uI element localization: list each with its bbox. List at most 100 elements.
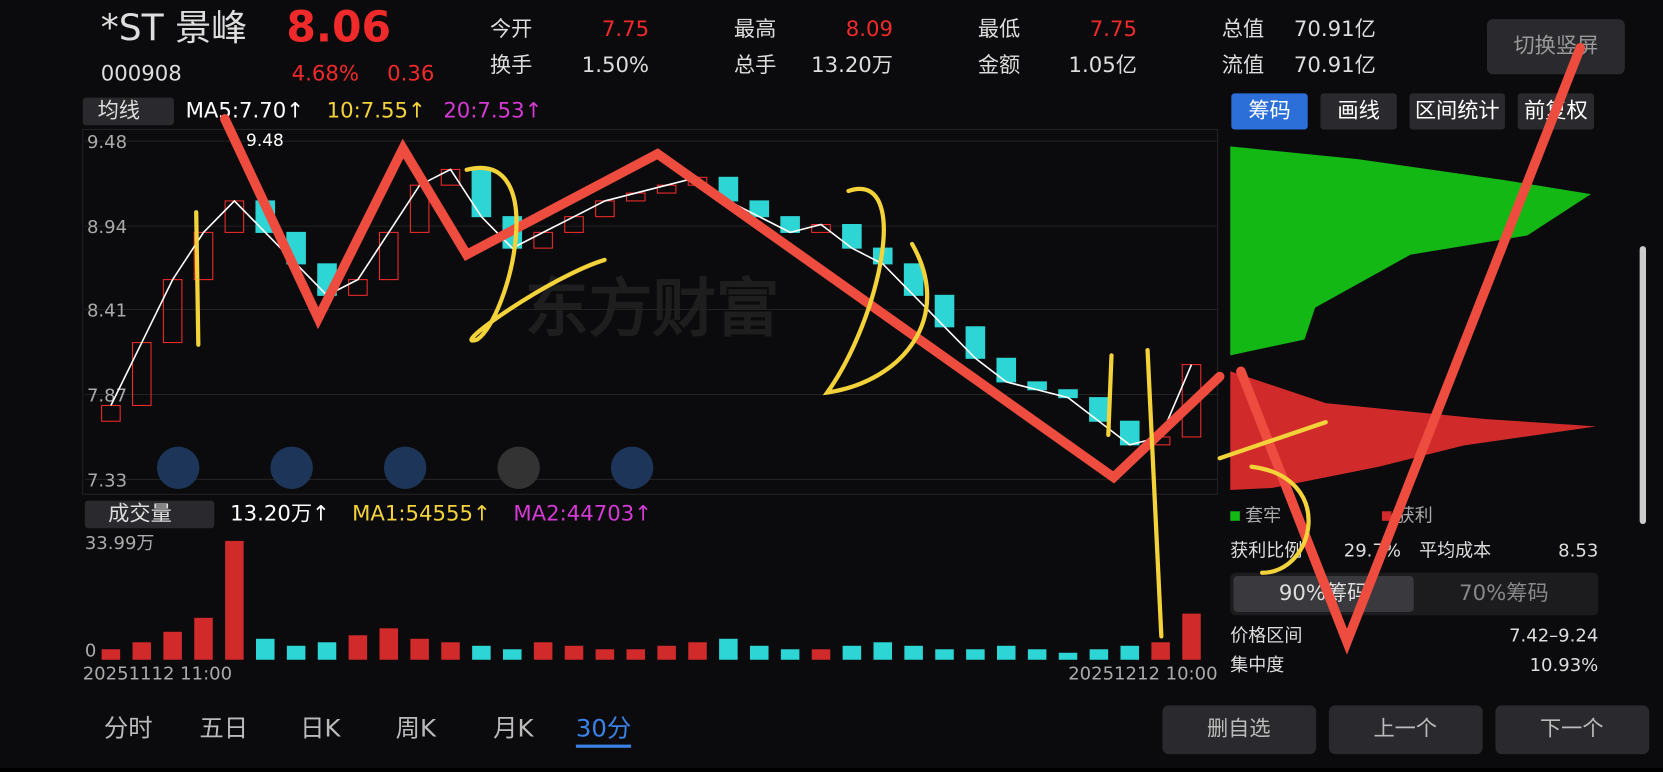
volume-bar	[1058, 652, 1078, 660]
quote-value: 8.09	[846, 17, 893, 42]
volume-bar	[966, 649, 985, 660]
rotate-label: 切换竖屏	[1513, 34, 1598, 59]
volume-bar	[996, 645, 1016, 660]
conc-label: 集中度	[1230, 655, 1284, 676]
vol-selector-label: 成交量	[108, 501, 172, 526]
volume-bar	[533, 642, 553, 660]
zoom-controls	[156, 446, 654, 489]
scrollbar	[1639, 246, 1647, 524]
action-button[interactable]	[1328, 705, 1483, 755]
candle	[903, 263, 924, 296]
quote-label: 换手	[490, 53, 532, 78]
action-button[interactable]	[1162, 705, 1317, 755]
quote-label: 今开	[490, 17, 532, 42]
quote-value: 70.91亿	[1294, 17, 1376, 42]
candle	[749, 200, 770, 218]
volume-bar	[1182, 613, 1201, 660]
volume-bar	[564, 645, 584, 660]
quote-value: 1.05亿	[1069, 53, 1137, 78]
volume-bar	[163, 631, 182, 660]
quote-value: 7.75	[1090, 17, 1137, 42]
quote-value: 13.20万	[811, 53, 893, 78]
legend-swatch	[1230, 511, 1240, 521]
y-tick-label: 8.41	[87, 301, 127, 322]
chip-distribution	[1230, 146, 1597, 491]
pan-left[interactable]	[383, 446, 427, 489]
tab70[interactable]: 70%筹码	[1459, 581, 1549, 606]
ma5: MA5:7.70↑	[186, 98, 304, 123]
quote-value: 70.91亿	[1294, 53, 1376, 78]
rotate-button[interactable]	[1486, 19, 1625, 75]
period-tab[interactable]: 30分	[576, 714, 631, 743]
legend-profit: 获利	[1397, 506, 1433, 527]
action-label: 删自选	[1207, 717, 1271, 742]
volume-bar	[503, 649, 522, 660]
conc: 10.93%	[1530, 655, 1599, 676]
vol-selector[interactable]	[84, 500, 215, 529]
volume-bar	[472, 645, 491, 660]
quote-label: 总手	[734, 53, 776, 78]
ma20: 20:7.53↑	[443, 98, 542, 123]
annotations	[194, 43, 1586, 655]
volume-bar	[1151, 642, 1170, 660]
zoom-out[interactable]	[156, 446, 200, 489]
volume-bar	[441, 642, 460, 660]
volume-bar	[935, 649, 954, 660]
profit-chips	[1230, 371, 1597, 491]
reset[interactable]	[610, 446, 654, 489]
end-date: 20251212 10:00	[1068, 664, 1217, 685]
zoom-in[interactable]	[270, 446, 313, 489]
period-tab[interactable]: 周K	[396, 714, 437, 743]
stock-name: *ST 景峰	[101, 7, 247, 49]
volume-bar	[719, 638, 738, 660]
avg-cost: 8.53	[1558, 541, 1598, 562]
candle	[471, 168, 492, 218]
candle	[1089, 397, 1109, 422]
tab[interactable]	[1320, 93, 1397, 130]
max-label: 9.48	[246, 130, 284, 150]
tab[interactable]	[1409, 93, 1505, 130]
price: 8.06	[286, 3, 391, 52]
volume-bar	[1089, 649, 1109, 660]
period-tab[interactable]: 日K	[300, 714, 341, 743]
volume-bar	[1027, 649, 1047, 660]
volume-bar	[132, 642, 152, 660]
profit-ratio-label: 获利比例	[1230, 541, 1302, 562]
quote-label: 最高	[734, 17, 776, 42]
pan-right[interactable]	[497, 446, 540, 489]
volume-bar	[379, 628, 399, 660]
y-tick-label: 7.33	[87, 471, 127, 492]
quote-value: 7.75	[602, 17, 649, 42]
tab-label: 筹码	[1248, 98, 1290, 123]
ma10: 10:7.55↑	[327, 98, 426, 123]
period-tab[interactable]: 月K	[493, 714, 534, 743]
tab[interactable]	[1231, 93, 1308, 130]
volume-bar	[101, 649, 121, 660]
tab-label: 画线	[1337, 98, 1379, 123]
volume-bar	[595, 649, 615, 660]
y-tick-label: 9.48	[87, 132, 127, 153]
profit-ratio: 29.7%	[1344, 541, 1401, 562]
candle	[934, 294, 955, 328]
action-button[interactable]	[1495, 705, 1650, 755]
price-panel	[82, 128, 1219, 495]
volume-bar	[317, 642, 337, 660]
ma-selector[interactable]	[82, 97, 174, 126]
vol-min: 0	[85, 640, 96, 661]
volume-bar	[256, 638, 275, 660]
avg-cost-label: 平均成本	[1419, 541, 1491, 562]
volume-bar	[749, 645, 769, 660]
period-tab[interactable]: 分时	[104, 714, 153, 743]
y-tick-label: 8.94	[87, 217, 127, 238]
candle	[101, 404, 121, 422]
action-label: 上一个	[1373, 717, 1437, 742]
red-arrow	[220, 114, 1225, 484]
vol-ma1: MA1:54555↑	[352, 501, 491, 526]
yellow-scribble	[194, 165, 1328, 639]
period-tab[interactable]: 五日	[199, 714, 248, 743]
volume-bar	[811, 649, 831, 660]
range-label: 价格区间	[1230, 625, 1302, 646]
candle	[996, 357, 1017, 383]
volume-bar	[194, 617, 213, 660]
tab-label: 区间统计	[1415, 98, 1500, 123]
